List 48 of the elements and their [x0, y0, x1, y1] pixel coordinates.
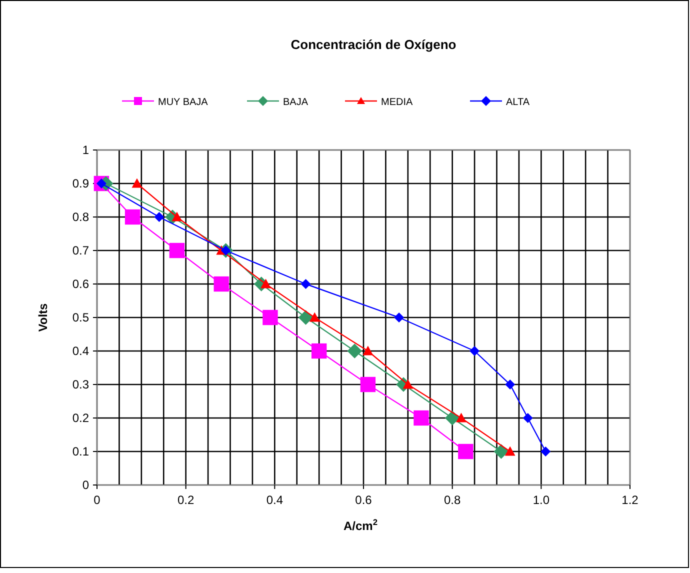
point [362, 346, 374, 356]
point [494, 444, 509, 459]
legend-label: MEDIA [381, 97, 413, 108]
y-tick-label: 0.3 [72, 378, 90, 392]
x-axis-title: A/cm$^{2}$ [343, 517, 378, 533]
point [124, 209, 140, 225]
y-tick-label: 0.4 [72, 344, 90, 358]
legend-label: BAJA [283, 97, 308, 108]
legend-label: MUY BAJA [158, 97, 208, 108]
point [504, 446, 516, 456]
point [470, 346, 480, 356]
y-tick-label: 0.6 [72, 277, 90, 291]
point [347, 344, 362, 358]
x-tick-label: 1.2 [622, 493, 639, 507]
point [298, 310, 314, 325]
y-tick-label: 0.8 [72, 210, 90, 224]
point [154, 212, 164, 222]
point [169, 242, 185, 258]
x-tick-label: 0.6 [355, 493, 372, 507]
point [394, 312, 404, 322]
point [456, 412, 466, 422]
point [360, 376, 376, 392]
y-tick-label: 0.9 [72, 176, 90, 190]
y-tick-label: 1 [82, 143, 90, 157]
point [458, 444, 474, 460]
legend-label: ALTA [506, 97, 530, 108]
x-tick-label: 0 [94, 493, 101, 507]
x-tick-label: 0.2 [177, 493, 194, 507]
point [540, 446, 551, 456]
point [505, 380, 516, 390]
point [262, 310, 278, 326]
y-tick-label: 0.2 [72, 411, 90, 425]
point [309, 312, 320, 322]
x-tick-label: 0.4 [266, 493, 284, 507]
point [132, 178, 142, 188]
point [214, 276, 229, 292]
y-tick-label: 0.7 [72, 244, 90, 258]
point [311, 343, 327, 359]
point [414, 410, 429, 426]
point [300, 279, 311, 289]
y-tick-label: 0 [82, 478, 90, 492]
chart-title: Concentración de Oxígeno [290, 37, 456, 52]
y-tick-label: 0.5 [72, 310, 90, 324]
point [522, 413, 533, 423]
y-tick-label: 0.1 [72, 444, 90, 458]
x-tick-label: 0.8 [444, 493, 461, 507]
x-tick-label: 1.0 [532, 493, 550, 507]
y-axis-title: Volts [36, 302, 50, 332]
